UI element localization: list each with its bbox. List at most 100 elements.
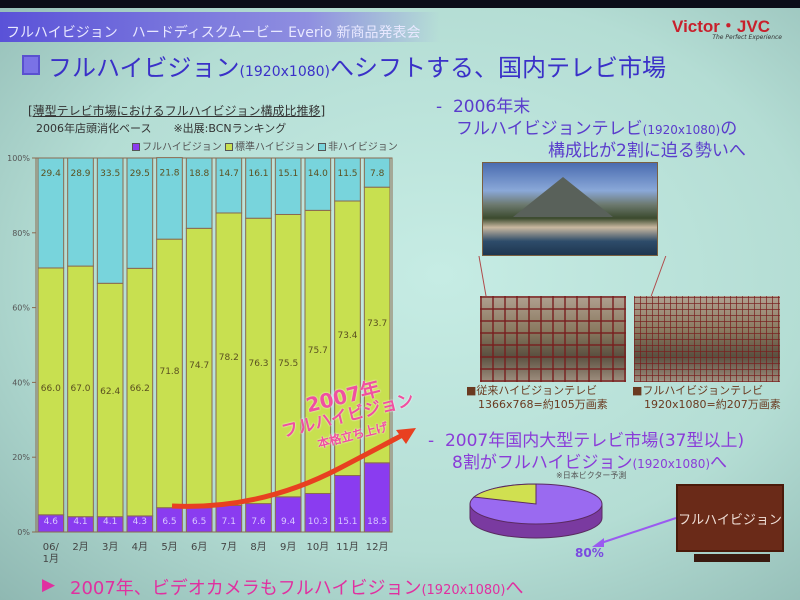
data-label: 78.2 — [219, 353, 239, 363]
data-label: 9.4 — [281, 517, 296, 527]
bar-segment-full-hd — [363, 462, 391, 533]
full-hd-pixel-grid-image — [634, 296, 780, 382]
bar-segment-standard-hd — [156, 238, 183, 509]
t: へ — [710, 453, 728, 473]
x-tick-label: 4月 — [132, 541, 148, 553]
data-label: 29.4 — [41, 169, 61, 179]
legend-non: 非ハイビジョン — [328, 142, 398, 153]
data-label: 75.7 — [308, 346, 328, 356]
caption-hd: ■従来ハイビジョンテレビ 1366x768=約105万画素 — [466, 384, 608, 412]
x-tick-label: 11月 — [336, 541, 359, 553]
bullet1-text: 2006年末 — [452, 97, 531, 117]
data-label: 16.1 — [248, 169, 268, 179]
x-tick-label: 6月 — [191, 541, 207, 553]
tv-illustration: フルハイビジョン — [676, 484, 784, 552]
t: (1920x1080) — [421, 583, 506, 598]
bullet2-line1: - 2007年国内大型テレビ市場(37型以上) — [428, 426, 744, 451]
y-tick-label: 80% — [12, 229, 30, 238]
title-rest: へシフトする、国内テレビ市場 — [330, 54, 666, 82]
bar-segment-non-hd — [274, 157, 302, 215]
legend-full: フルハイビジョン — [142, 142, 222, 153]
bar-segment-non-hd — [334, 157, 361, 202]
tv-label: フルハイビジョン — [678, 512, 782, 528]
t: (1920x1080) — [632, 457, 711, 471]
t: (1920x1080) — [642, 123, 721, 137]
bar-segment-full-hd — [215, 504, 243, 533]
bar-segment-full-hd — [245, 503, 272, 533]
bar-segment-non-hd — [156, 157, 183, 240]
pie-slice-other — [472, 483, 537, 505]
y-tick-label: 20% — [12, 453, 30, 462]
landscape-photo — [482, 162, 658, 256]
data-label: 74.7 — [189, 361, 209, 371]
t: 1366x768=約105万画素 — [478, 398, 608, 411]
x-tick-label: 1月 — [43, 553, 59, 565]
y-tick-label: 60% — [12, 304, 30, 313]
bar-segment-standard-hd — [96, 282, 124, 518]
data-label: 67.0 — [70, 384, 90, 394]
t: 2007年、ビデオカメラもフルハイビジョン — [70, 578, 422, 599]
data-label: 18.8 — [189, 169, 209, 179]
dash: - — [436, 97, 443, 117]
victor-jvc-logo: Victor・JVC — [672, 17, 770, 36]
data-label: 7.8 — [370, 169, 385, 179]
bullet2-line2: 8割がフルハイビジョン(1920x1080)へ — [452, 448, 727, 473]
data-label: 62.4 — [100, 387, 120, 397]
t: の — [720, 119, 738, 139]
logo-tagline: The Perfect Experience — [712, 34, 782, 41]
t: 1920x1080=約207万画素 — [644, 398, 781, 411]
data-label: 29.5 — [130, 169, 150, 179]
data-label: 10.3 — [308, 517, 328, 527]
title-res: (1920x1080) — [239, 64, 330, 80]
data-label: 75.5 — [278, 359, 298, 369]
data-label: 7.6 — [251, 517, 266, 527]
pie-chart — [469, 483, 603, 539]
t: 8割がフルハイビジョン — [452, 453, 633, 473]
bullet1-line3: 構成比が2割に迫る勢いへ — [548, 141, 746, 161]
y-tick-label: 40% — [12, 378, 30, 387]
bar-segment-standard-hd — [363, 186, 391, 464]
slide-title: フルハイビジョン(1920x1080)へシフトする、国内テレビ市場 — [48, 48, 666, 83]
event-title: フルハイビジョン ハードディスクムービー Everio 新商品発表会 — [6, 25, 421, 41]
stacked-bar-chart: 0% 20% 40% 60% 80% 100% 4.6 66.0 29.4 06/1月 4.1 67.… — [7, 154, 416, 565]
data-label: 71.8 — [159, 367, 179, 377]
bar-segment-standard-hd — [334, 200, 361, 477]
data-label: 4.6 — [44, 517, 59, 527]
data-label: 15.1 — [337, 517, 357, 527]
caption-full-hd: ■フルハイビジョンテレビ 1920x1080=約207万画素 — [632, 384, 781, 412]
title-square-icon — [22, 55, 40, 75]
pie-percent-label: 80% — [575, 546, 604, 560]
slide: フルハイビジョン ハードディスクムービー Everio 新商品発表会 Victo… — [0, 8, 800, 600]
data-label: 11.5 — [337, 169, 357, 179]
hd-pixel-grid-image — [480, 296, 626, 382]
t: ■従来ハイビジョンテレビ — [466, 384, 598, 397]
plot-frame — [35, 157, 393, 533]
bar-segment-non-hd — [215, 157, 243, 214]
data-label: 4.3 — [133, 517, 147, 527]
t: フルハイビジョンテレビ — [456, 119, 643, 139]
growth-arrow-head — [396, 428, 416, 444]
zoom-line — [650, 256, 667, 296]
x-tick-label: 06/ — [43, 542, 60, 553]
bar-segment-full-hd — [334, 475, 361, 533]
data-label: 28.9 — [70, 169, 90, 179]
bar-segment-standard-hd — [185, 227, 213, 509]
bar-segment-non-hd — [37, 157, 65, 269]
bullet1-line2: フルハイビジョンテレビ(1920x1080)の — [456, 114, 737, 139]
bar-segment-non-hd — [363, 157, 391, 188]
triangle-bullet-icon: ▶ — [42, 575, 56, 595]
y-tick-label: 0% — [17, 528, 30, 537]
data-label: 76.3 — [248, 359, 268, 369]
data-label: 4.1 — [103, 517, 117, 527]
data-label: 6.5 — [162, 517, 176, 527]
data-label: 7.1 — [222, 517, 236, 527]
data-label: 66.2 — [130, 384, 150, 394]
bar-segment-non-hd — [185, 157, 213, 229]
data-label: 18.5 — [367, 517, 387, 527]
data-label: 73.7 — [367, 319, 387, 329]
data-label: 14.0 — [308, 169, 328, 179]
pointer-arrow — [592, 517, 677, 547]
dash: - — [428, 431, 435, 451]
x-tick-label: 2月 — [72, 541, 88, 553]
legend-swatch-full — [132, 143, 140, 151]
